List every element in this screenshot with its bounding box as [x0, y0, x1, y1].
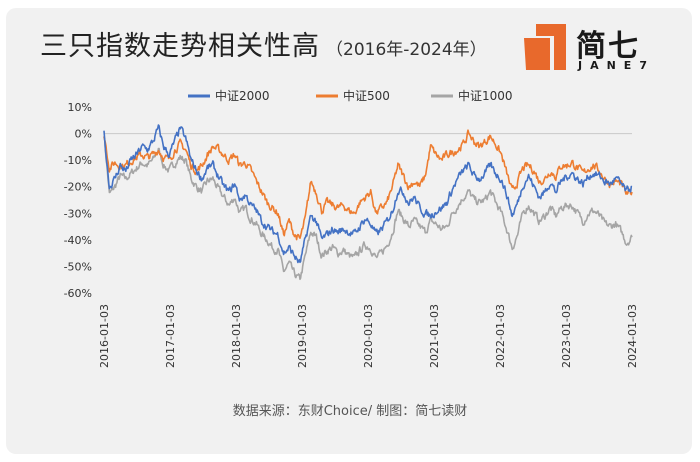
- legend-label: 中证500: [343, 88, 390, 103]
- x-tick-label: 2022-01-03: [494, 304, 507, 368]
- y-tick-label: -60%: [64, 287, 92, 300]
- y-tick-label: -40%: [64, 234, 92, 247]
- x-tick-label: 2017-01-03: [164, 304, 177, 368]
- legend-label: 中证2000: [215, 88, 270, 103]
- chart-title: 三只指数走势相关性高 （2016年-2024年）: [40, 24, 487, 63]
- x-tick-label: 2023-01-03: [560, 304, 573, 368]
- x-tick-label: 2019-01-03: [296, 304, 309, 368]
- y-tick-label: 10%: [68, 101, 92, 114]
- y-tick-label: -20%: [64, 181, 92, 194]
- series-line-zz2000: [103, 124, 633, 264]
- series-line-zz500: [103, 129, 633, 241]
- y-tick-label: -10%: [64, 154, 92, 167]
- x-tick-label: 2016-01-03: [98, 304, 111, 368]
- y-tick-label: -50%: [64, 260, 92, 273]
- y-tick-label: 0%: [75, 128, 92, 141]
- logo-mark-icon: [524, 24, 566, 70]
- x-tick-label: 2024-01-03: [626, 304, 639, 368]
- x-tick-label: 2021-01-03: [428, 304, 441, 368]
- y-tick-label: -30%: [64, 207, 92, 220]
- legend-label: 中证1000: [458, 88, 513, 103]
- series-line-zz1000: [103, 136, 633, 281]
- x-tick-label: 2020-01-03: [362, 304, 375, 368]
- logo-mark-front: [524, 38, 550, 70]
- title-subtitle: （2016年-2024年）: [326, 40, 487, 60]
- data-source: 数据来源：东财Choice/ 制图：简七读财: [232, 404, 468, 419]
- chart-card: [6, 8, 692, 454]
- title-text: 三只指数走势相关性高: [40, 31, 320, 62]
- logo-mark-back: [536, 24, 566, 70]
- brand-logo: 简七 JANE7: [522, 22, 682, 78]
- logo-name-cn: 简七: [576, 29, 640, 64]
- logo-name-en: JANE7: [578, 59, 655, 72]
- x-tick-label: 2018-01-03: [230, 304, 243, 368]
